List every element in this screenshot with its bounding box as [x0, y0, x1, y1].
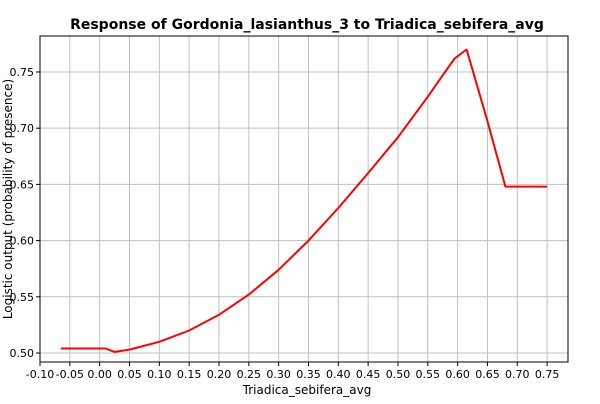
x-tick-label: 0.40: [326, 368, 351, 381]
x-tick-label: -0.10: [26, 368, 54, 381]
x-tick-label: 0.25: [237, 368, 262, 381]
x-tick-label: 0.10: [147, 368, 172, 381]
ticks-layer: -0.10 -0.05 0.00 0.05 0.10 0.15 0.20 0.25 0.30 0.…: [10, 66, 560, 381]
plot-frame: [39, 35, 569, 363]
y-tick-label: 0.65: [10, 178, 35, 191]
y-tick-label: 0.70: [10, 122, 35, 135]
y-tick-label: 0.75: [10, 66, 35, 79]
x-tick-label: 0.05: [117, 368, 142, 381]
x-tick-label: 0.75: [535, 368, 560, 381]
x-tick-label: 0.60: [445, 368, 470, 381]
grid-layer: [39, 36, 568, 362]
x-tick-label: 0.00: [87, 368, 112, 381]
x-tick-label: 0.50: [386, 368, 411, 381]
x-tick-label: 0.35: [296, 368, 321, 381]
x-tick-label: 0.15: [177, 368, 202, 381]
y-tick-label: 0.50: [10, 347, 35, 360]
x-tick-label: 0.20: [207, 368, 232, 381]
x-tick-label: -0.05: [56, 368, 84, 381]
x-tick-label: 0.55: [416, 368, 441, 381]
x-tick-label: 0.45: [356, 368, 381, 381]
y-axis-label: Logistic output (probability of presence…: [1, 79, 15, 319]
chart-title: Response of Gordonia_lasianthus_3 to Tri…: [70, 17, 544, 33]
x-tick-label: 0.65: [475, 368, 500, 381]
y-tick-label: 0.55: [10, 291, 35, 304]
x-tick-label: 0.30: [266, 368, 291, 381]
series-layer: [60, 48, 548, 353]
response-curve-line: [60, 48, 548, 353]
x-axis-label: Triadica_sebifera_avg: [242, 383, 372, 397]
y-tick-label: 0.60: [10, 235, 35, 248]
x-tick-label: 0.70: [505, 368, 530, 381]
